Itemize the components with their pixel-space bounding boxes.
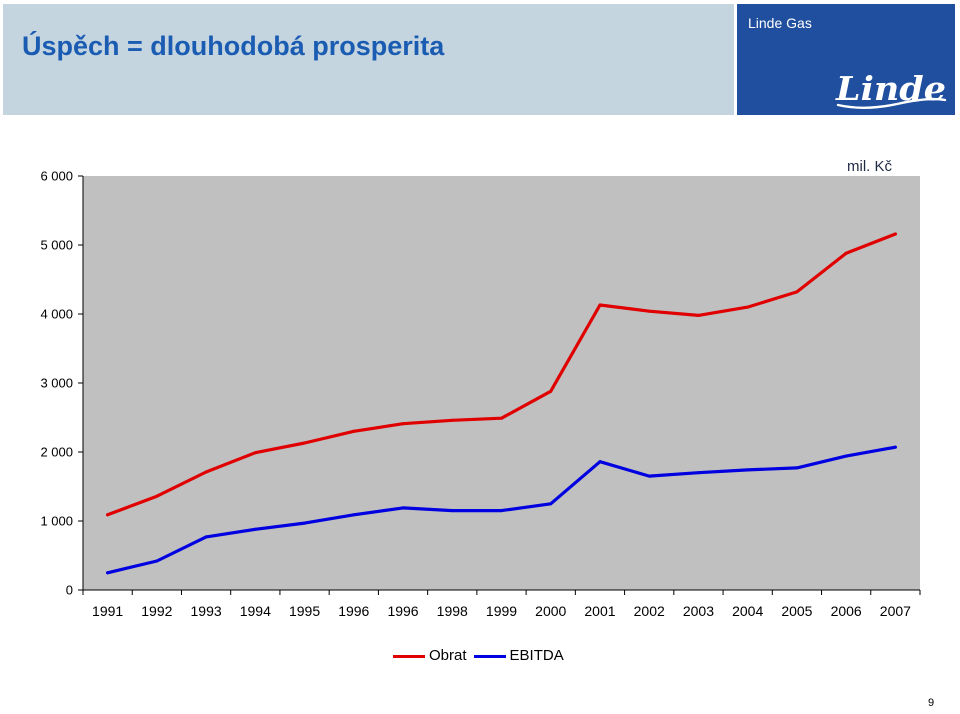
data-point-ebitda	[549, 502, 553, 506]
linde-logo: Linde	[835, 69, 947, 109]
y-tick-label: 5 000	[40, 238, 73, 253]
x-tick-label: 2000	[535, 603, 566, 619]
legend-swatch-obrat	[393, 654, 425, 658]
data-point-obrat	[598, 303, 602, 307]
x-tick-label: 2002	[634, 603, 665, 619]
x-tick-label: 1991	[92, 603, 123, 619]
data-point-ebitda	[647, 474, 651, 478]
data-point-obrat	[204, 470, 208, 474]
legend-label-obrat: Obrat	[429, 647, 467, 664]
x-tick-label: 2003	[683, 603, 714, 619]
x-tick-label: 1995	[289, 603, 320, 619]
data-point-obrat	[155, 494, 159, 498]
x-tick-label: 2001	[584, 603, 615, 619]
data-point-obrat	[352, 429, 356, 433]
x-tick-label: 1993	[191, 603, 222, 619]
data-point-obrat	[106, 513, 110, 517]
legend-swatch-ebitda	[473, 654, 506, 658]
data-point-ebitda	[352, 513, 356, 517]
legend-label-ebitda: EBITDA	[509, 647, 564, 664]
legend-item-ebitda: EBITDA	[473, 646, 564, 666]
y-tick-label: 6 000	[40, 169, 73, 184]
page-number: 9	[928, 697, 935, 709]
data-point-ebitda	[746, 468, 750, 472]
data-point-ebitda	[450, 509, 454, 513]
data-point-obrat	[549, 389, 553, 393]
data-point-obrat	[696, 313, 700, 317]
data-point-obrat	[500, 416, 503, 420]
data-point-obrat	[746, 305, 750, 309]
series-ebitda	[106, 445, 897, 575]
data-point-ebitda	[795, 466, 799, 470]
y-tick-label: 4 000	[40, 307, 73, 322]
x-tick-label: 2005	[781, 603, 812, 619]
x-tick-label: 1996	[338, 603, 369, 619]
chart-legend: Obrat EBITDA	[393, 646, 571, 666]
plot-area	[83, 176, 920, 590]
data-point-obrat	[401, 422, 405, 426]
data-point-ebitda	[155, 559, 159, 563]
y-tick-label: 2 000	[40, 445, 73, 460]
data-point-obrat	[795, 290, 799, 294]
brand-box: Linde Gas Linde	[737, 4, 955, 115]
data-point-ebitda	[844, 454, 848, 458]
data-point-ebitda	[893, 445, 897, 449]
data-point-obrat	[893, 232, 897, 236]
logo-swoosh	[836, 97, 947, 109]
data-point-obrat	[303, 441, 307, 445]
data-point-ebitda	[106, 571, 110, 575]
x-tick-label: 1994	[240, 603, 271, 619]
logo-wordmark: Linde	[835, 69, 946, 108]
x-tick-label: 1992	[141, 603, 172, 619]
x-tick-label: 1999	[486, 603, 517, 619]
y-tick-label: 0	[66, 583, 73, 598]
data-point-ebitda	[303, 521, 307, 525]
x-tick-label: 2004	[732, 603, 763, 619]
data-point-obrat	[450, 418, 454, 422]
data-point-obrat	[253, 451, 257, 455]
unit-label: mil. Kč	[847, 158, 893, 175]
data-point-obrat	[844, 251, 848, 255]
x-tick-label: 1998	[437, 603, 468, 619]
x-tick-label: 2007	[880, 603, 911, 619]
x-tick-label: 1996	[387, 603, 418, 619]
header-band: Úspěch = dlouhodobá prosperita	[3, 4, 734, 115]
data-point-ebitda	[500, 509, 503, 513]
data-point-ebitda	[401, 506, 405, 510]
data-point-ebitda	[598, 460, 602, 464]
legend-item-obrat: Obrat	[393, 646, 467, 666]
data-point-ebitda	[204, 535, 208, 539]
y-tick-label: 3 000	[40, 376, 73, 391]
y-tick-label: 1 000	[40, 514, 73, 529]
slide-title: Úspěch = dlouhodobá prosperita	[22, 31, 445, 61]
data-point-ebitda	[253, 527, 257, 531]
series-obrat	[106, 232, 897, 517]
data-point-ebitda	[696, 471, 700, 475]
data-point-obrat	[647, 309, 651, 313]
x-tick-label: 2006	[831, 603, 862, 619]
brand-label: Linde Gas	[748, 15, 812, 31]
